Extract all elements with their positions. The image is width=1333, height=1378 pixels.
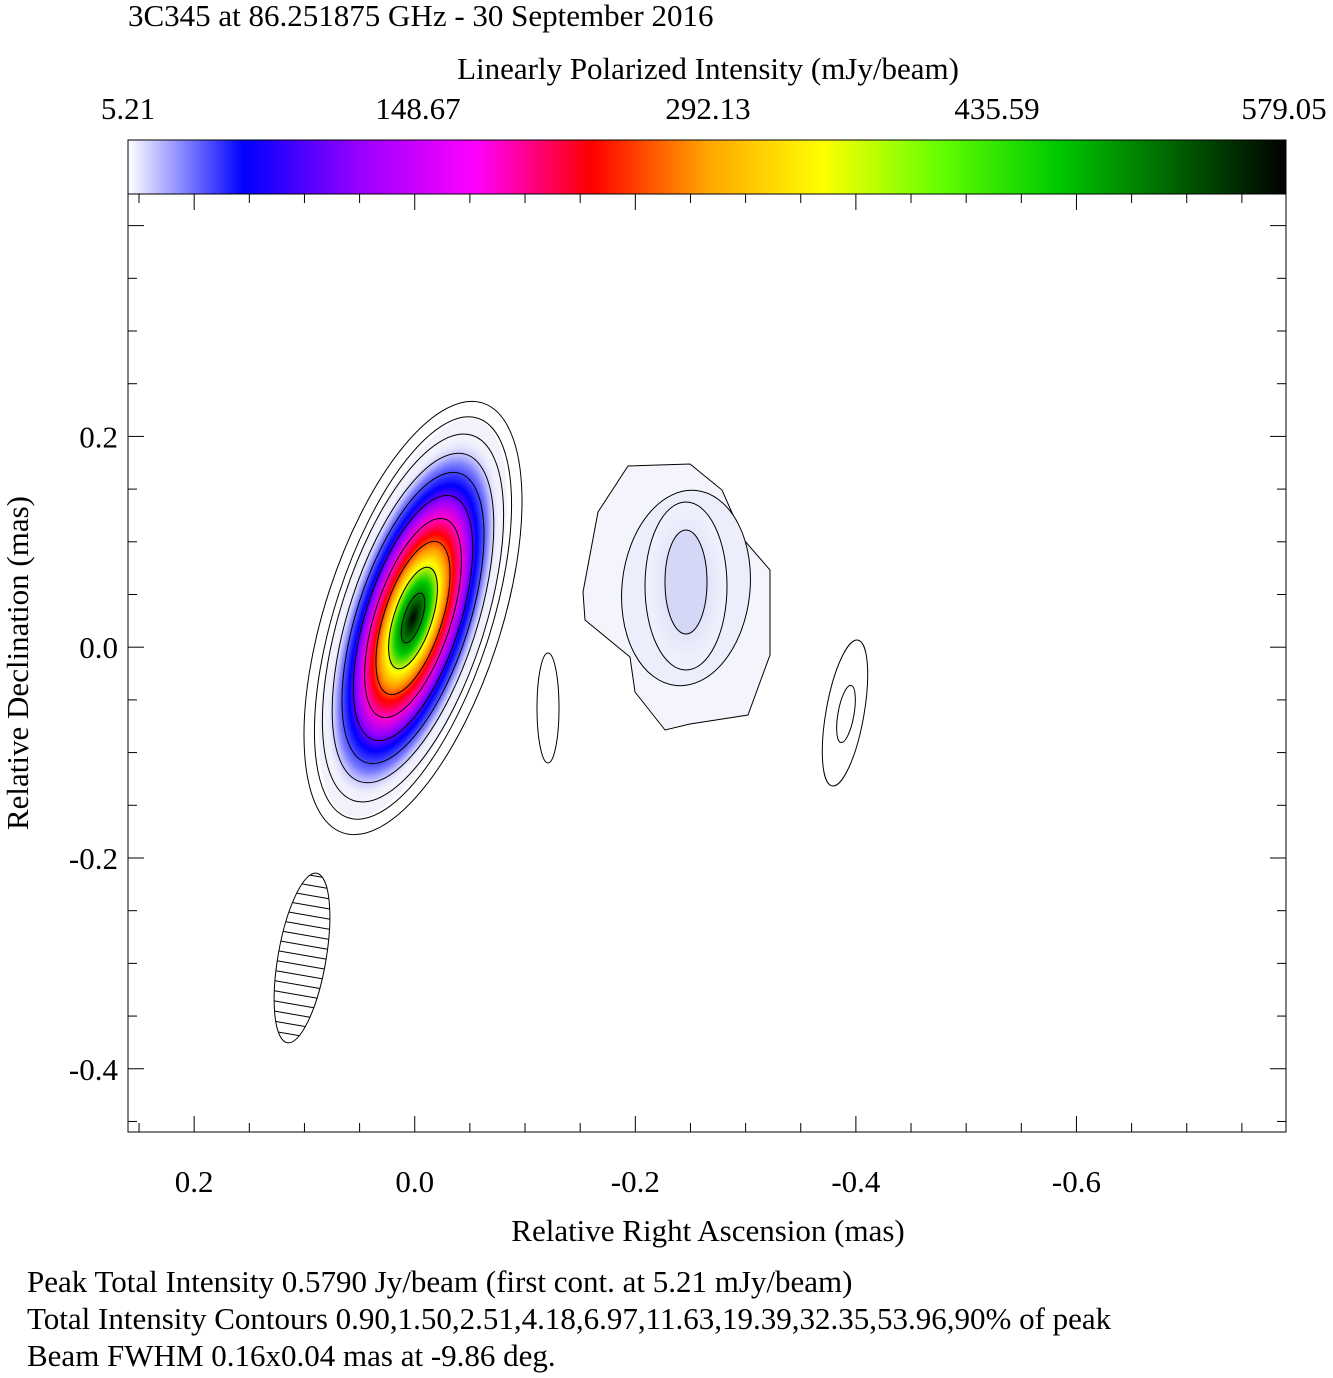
y-tick-label: 0.0	[79, 630, 118, 665]
y-tick-label: -0.4	[69, 1052, 119, 1087]
core-emission	[325, 436, 501, 800]
contour-line	[331, 452, 495, 784]
contour-line	[364, 517, 462, 719]
caption-contour-levels: Total Intensity Contours 0.90,1.50,2.51,…	[27, 1301, 1112, 1336]
x-tick-label: -0.4	[831, 1164, 881, 1199]
caption-beam: Beam FWHM 0.16x0.04 mas at -9.86 deg.	[27, 1338, 556, 1373]
contour-line	[341, 471, 485, 765]
core-component	[303, 400, 523, 836]
map-data-layer	[273, 400, 869, 1044]
contour-line	[536, 652, 560, 764]
y-axis-label: Relative Declination (mas)	[0, 496, 35, 830]
contour-line	[664, 529, 708, 635]
knot-component	[582, 463, 771, 731]
y-tick-label: -0.2	[69, 841, 118, 876]
colorbar-tick-label: 435.59	[954, 91, 1039, 126]
beam-ellipse	[273, 872, 331, 1044]
x-tick-label: -0.6	[1052, 1164, 1101, 1199]
x-axis-label: Relative Right Ascension (mas)	[511, 1213, 904, 1248]
contour-line	[400, 592, 426, 644]
colorbar-label: Linearly Polarized Intensity (mJy/beam)	[457, 51, 959, 86]
colorbar	[127, 139, 1287, 195]
caption-peak-intensity: Peak Total Intensity 0.5790 Jy/beam (fir…	[27, 1264, 853, 1299]
contour-line	[836, 684, 856, 744]
colorbar-tick-label: 148.67	[375, 91, 460, 126]
contour-line	[303, 400, 523, 836]
contour-line	[388, 566, 438, 670]
colorbar-tick-label: 292.13	[665, 91, 750, 126]
x-tick-label: 0.2	[175, 1164, 214, 1199]
contour-line	[321, 433, 505, 803]
x-tick-label: -0.2	[611, 1164, 660, 1199]
x-tick-label: 0.0	[395, 1164, 434, 1199]
contour-line	[375, 540, 451, 696]
colorbar-tick-label: 5.21	[101, 91, 155, 126]
chart-title: 3C345 at 86.251875 GHz - 30 September 20…	[128, 0, 713, 33]
contour-line	[821, 639, 869, 787]
contour-line	[352, 494, 474, 742]
axes-layer: 0.2 0.0 -0.2 -0.4 -0.6 0.2 0.0 -0.2 -0.4	[69, 194, 1286, 1199]
colorbar-tick-label: 579.05	[1241, 91, 1326, 126]
y-tick-label: 0.2	[79, 419, 118, 454]
contour-line	[313, 416, 513, 820]
